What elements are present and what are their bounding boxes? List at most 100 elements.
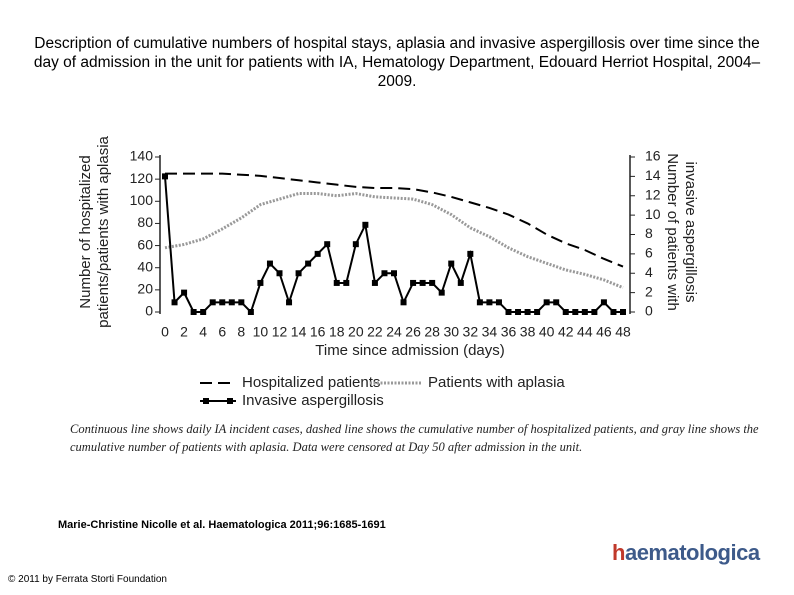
point [457, 279, 464, 286]
point [467, 250, 474, 257]
legend-label: Patients with aplasia [428, 374, 565, 391]
y-tick-label: 40 [137, 258, 153, 274]
point [228, 299, 235, 306]
legend-marker [203, 398, 209, 404]
x-tick-label: 0 [161, 324, 169, 340]
x-tick-label: 18 [329, 324, 345, 340]
x-tick-label: 20 [348, 324, 364, 340]
point [620, 309, 626, 315]
x-tick-label: 8 [237, 324, 245, 340]
x-tick-label: 4 [199, 324, 207, 340]
point [247, 309, 254, 315]
y2-axis-label: Number of patients with [664, 153, 681, 311]
point [200, 309, 207, 315]
point [209, 299, 216, 306]
point [438, 289, 445, 296]
point [495, 299, 502, 306]
x-tick-label: 2 [180, 324, 188, 340]
point [581, 309, 588, 315]
x-tick-label: 38 [520, 324, 536, 340]
x-tick-label: 30 [443, 324, 459, 340]
point [543, 299, 550, 306]
y-tick-label: 100 [130, 192, 154, 208]
citation: Marie-Christine Nicolle et al. Haematolo… [58, 519, 386, 531]
point [419, 279, 426, 286]
y2-tick-label: 16 [645, 148, 661, 164]
point [295, 270, 302, 277]
x-tick-label: 16 [310, 324, 326, 340]
x-tick-label: 40 [539, 324, 555, 340]
y2-tick-label: 0 [645, 303, 653, 319]
point [238, 299, 245, 306]
point [333, 279, 340, 286]
y-axis-label: patients/patients with aplasia [95, 135, 112, 327]
x-axis-label: Time since admission (days) [315, 342, 505, 359]
x-tick-label: 28 [424, 324, 440, 340]
x-tick-label: 32 [463, 324, 479, 340]
point [448, 260, 455, 267]
point [190, 309, 197, 315]
y2-tick-label: 4 [645, 264, 653, 280]
x-tick-label: 6 [218, 324, 226, 340]
point [486, 299, 493, 306]
x-tick-label: 26 [405, 324, 421, 340]
point [162, 173, 168, 180]
y2-axis-label: invasive aspergillosis [682, 162, 699, 303]
x-tick-label: 12 [272, 324, 288, 340]
y-tick-label: 140 [130, 148, 154, 164]
point [362, 221, 369, 228]
point [534, 309, 541, 315]
legend-label: Invasive aspergillosis [242, 392, 384, 409]
y-tick-label: 60 [137, 236, 153, 252]
copyright: © 2011 by Ferrata Storti Foundation [8, 574, 167, 585]
logo: haematologica [612, 540, 760, 565]
point [391, 270, 397, 277]
y-axis-label: Number of hospitalized [77, 155, 94, 308]
point [219, 299, 226, 306]
point [276, 270, 283, 277]
y2-tick-label: 12 [645, 186, 661, 202]
point [305, 260, 312, 267]
y2-tick-label: 8 [645, 225, 653, 241]
point [410, 279, 417, 286]
point [171, 299, 178, 306]
point [343, 279, 350, 286]
point [591, 309, 598, 315]
point [381, 270, 388, 277]
caption: Continuous line shows daily IA incident … [70, 422, 759, 454]
y-tick-label: 120 [130, 170, 154, 186]
point [610, 309, 617, 315]
point [352, 241, 359, 248]
point [314, 250, 321, 257]
point [505, 309, 512, 315]
x-tick-label: 24 [386, 324, 402, 340]
point [257, 279, 264, 286]
point [524, 309, 531, 315]
x-tick-label: 36 [501, 324, 517, 340]
legend-label: Hospitalized patients [242, 374, 380, 391]
point [515, 309, 522, 315]
y-tick-label: 0 [145, 303, 153, 319]
point [429, 279, 436, 286]
y2-tick-label: 10 [645, 206, 661, 222]
x-tick-label: 48 [615, 324, 631, 340]
x-tick-label: 46 [596, 324, 612, 340]
point [266, 260, 273, 267]
x-tick-label: 22 [367, 324, 383, 340]
point [371, 279, 378, 286]
x-tick-label: 14 [291, 324, 307, 340]
y-tick-label: 20 [137, 281, 153, 297]
point [572, 309, 579, 315]
y2-tick-label: 6 [645, 245, 653, 261]
y-tick-label: 80 [137, 214, 153, 230]
point [553, 299, 560, 306]
x-tick-label: 44 [577, 324, 593, 340]
point [476, 299, 483, 306]
x-tick-label: 42 [558, 324, 574, 340]
series-line [165, 172, 624, 268]
series-line [164, 192, 624, 290]
x-tick-label: 34 [482, 324, 498, 340]
point [600, 299, 607, 306]
slide-title: Description of cumulative numbers of hos… [33, 35, 761, 90]
